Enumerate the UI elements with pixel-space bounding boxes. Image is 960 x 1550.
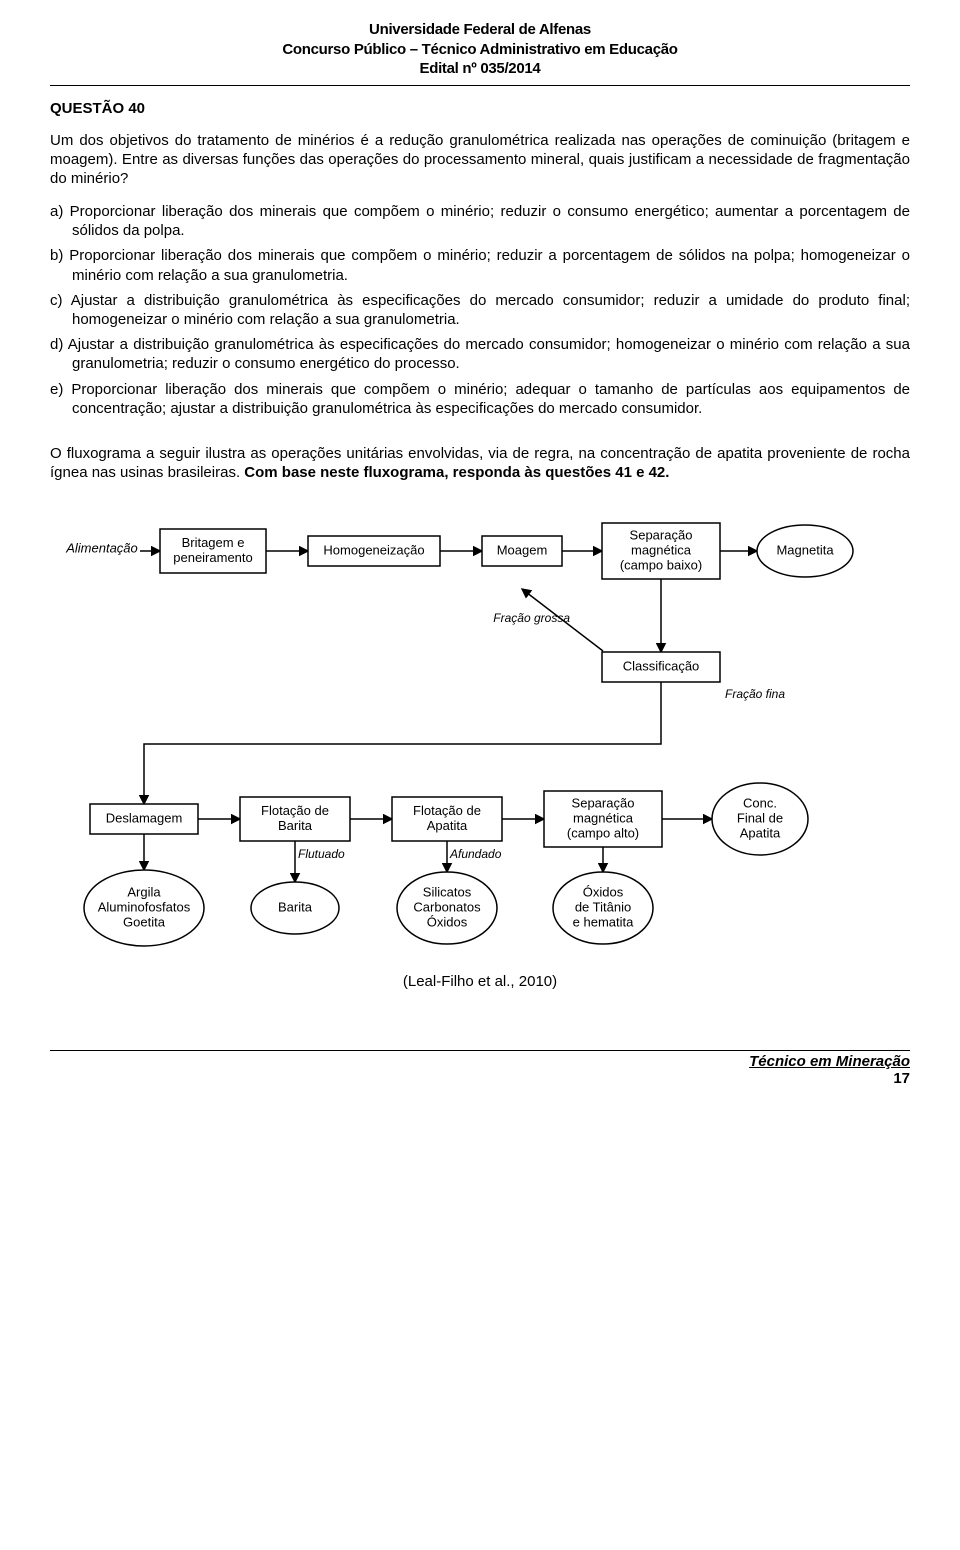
svg-text:Britagem e: Britagem e — [182, 535, 245, 550]
option-d: d) Ajustar a distribuição granulométrica… — [50, 335, 910, 373]
option-b: b) Proporcionar liberação dos minerais q… — [50, 246, 910, 284]
page-footer: Técnico em Mineração 17 — [50, 1050, 910, 1087]
intertext-bold: Com base neste fluxograma, responda às q… — [244, 464, 669, 481]
footer-rule — [50, 1050, 910, 1051]
svg-text:Barita: Barita — [278, 900, 313, 915]
option-c: c) Ajustar a distribuição granulométrica… — [50, 291, 910, 329]
flowchart-container: Alimentação Britagem epeneiramento Homogen… — [50, 504, 910, 959]
svg-text:Goetita: Goetita — [123, 915, 166, 930]
svg-text:magnética: magnética — [631, 543, 692, 558]
svg-text:(campo baixo): (campo baixo) — [620, 558, 702, 573]
page-number: 17 — [50, 1070, 910, 1087]
svg-text:Flotação de: Flotação de — [413, 803, 481, 818]
svg-text:Silicatos: Silicatos — [423, 885, 472, 900]
svg-text:Fração fina: Fração fina — [725, 687, 785, 701]
intertext-paragraph: O fluxograma a seguir ilustra as operaçõ… — [50, 444, 910, 482]
option-a: a) Proporcionar liberação dos minerais q… — [50, 202, 910, 240]
page-header: Universidade Federal de Alfenas Concurso… — [50, 20, 910, 79]
option-list: a) Proporcionar liberação dos minerais q… — [50, 202, 910, 418]
svg-text:e hematita: e hematita — [573, 915, 634, 930]
header-line-1: Universidade Federal de Alfenas — [50, 20, 910, 40]
header-line-3: Edital nº 035/2014 — [50, 59, 910, 79]
citation: (Leal-Filho et al., 2010) — [50, 973, 910, 990]
svg-text:Flotação de: Flotação de — [261, 803, 329, 818]
svg-text:Separação: Separação — [630, 528, 693, 543]
svg-text:Separação: Separação — [572, 796, 635, 811]
svg-text:Flutuado: Flutuado — [298, 847, 345, 861]
question-title: QUESTÃO 40 — [50, 100, 910, 117]
svg-text:Fração grossa: Fração grossa — [493, 611, 570, 625]
svg-text:Homogeneização: Homogeneização — [323, 543, 424, 558]
svg-text:Óxidos: Óxidos — [427, 915, 468, 930]
svg-text:Argila: Argila — [127, 885, 161, 900]
svg-text:Conc.: Conc. — [743, 796, 777, 811]
option-e: e) Proporcionar liberação dos minerais q… — [50, 380, 910, 418]
svg-text:peneiramento: peneiramento — [173, 550, 253, 565]
svg-text:Deslamagem: Deslamagem — [106, 811, 183, 826]
svg-text:Apatita: Apatita — [427, 818, 468, 833]
svg-text:(campo alto): (campo alto) — [567, 826, 639, 841]
question-body: Um dos objetivos do tratamento de minéri… — [50, 131, 910, 189]
footer-course: Técnico em Mineração — [50, 1053, 910, 1070]
svg-text:Afundado: Afundado — [449, 847, 502, 861]
svg-text:Óxidos: Óxidos — [583, 885, 624, 900]
svg-text:Carbonatos: Carbonatos — [413, 900, 481, 915]
svg-text:magnética: magnética — [573, 811, 634, 826]
svg-text:de Titânio: de Titânio — [575, 900, 631, 915]
svg-text:Moagem: Moagem — [497, 543, 548, 558]
svg-text:Final de: Final de — [737, 811, 783, 826]
svg-text:Apatita: Apatita — [740, 826, 781, 841]
svg-text:Barita: Barita — [278, 818, 313, 833]
flowchart-svg: Alimentação Britagem epeneiramento Homogen… — [50, 504, 910, 954]
svg-text:Magnetita: Magnetita — [776, 543, 834, 558]
header-rule — [50, 85, 910, 86]
svg-text:Alimentação: Alimentação — [65, 541, 138, 556]
svg-text:Classificação: Classificação — [623, 659, 700, 674]
header-line-2: Concurso Público – Técnico Administrativ… — [50, 40, 910, 60]
svg-text:Aluminofosfatos: Aluminofosfatos — [98, 900, 191, 915]
